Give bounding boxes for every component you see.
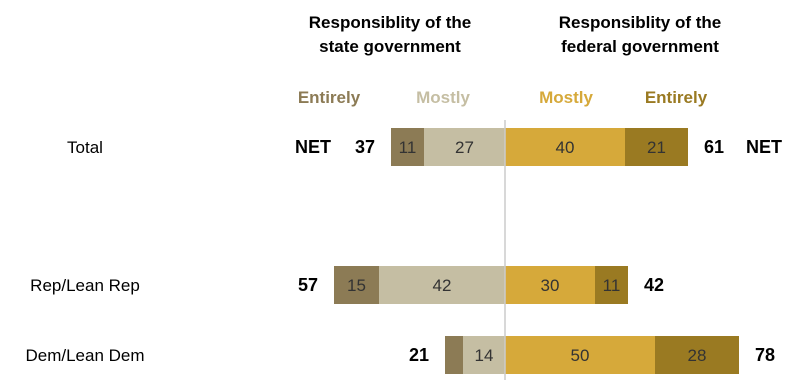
- label-federal-entirely-rep-lean-rep: 11: [603, 276, 621, 295]
- header-federal-line1: Responsiblity of the: [559, 13, 721, 32]
- bar-state-mostly-dem-lean-dem: [463, 336, 505, 374]
- legend-federal-entirely: Entirely: [645, 88, 708, 107]
- net-word-state: NET: [295, 137, 331, 157]
- label-federal-mostly-total: 40: [556, 138, 575, 157]
- bar-state-mostly-total: [424, 128, 505, 166]
- legend-state-mostly: Mostly: [416, 88, 470, 107]
- label-federal-entirely-dem-lean-dem: 28: [688, 346, 707, 365]
- net-federal-rep-lean-rep: 42: [644, 275, 664, 295]
- label-state-mostly-dem-lean-dem: 14: [475, 346, 494, 365]
- bar-federal-mostly-rep-lean-rep: [505, 266, 595, 304]
- bar-state-entirely-rep-lean-rep: [334, 266, 379, 304]
- net-state-dem-lean-dem: 21: [409, 345, 429, 365]
- net-state-rep-lean-rep: 57: [298, 275, 318, 295]
- bar-federal-entirely-total: [625, 128, 688, 166]
- legend-state-entirely: Entirely: [298, 88, 361, 107]
- header-state-line1: Responsiblity of the: [309, 13, 471, 32]
- label-federal-entirely-total: 21: [647, 138, 666, 157]
- bars-group: Total 11 27 40 21 37 61 NET NET Rep/Lean Rep 15 42 3…: [25, 128, 782, 374]
- header-federal-line2: federal government: [561, 37, 719, 56]
- label-state-entirely-rep-lean-rep: 15: [347, 276, 366, 295]
- net-federal-dem-lean-dem: 78: [755, 345, 775, 365]
- header-state-line2: state government: [319, 37, 461, 56]
- row-label-dem-lean-dem: Dem/Lean Dem: [25, 346, 144, 365]
- label-state-entirely-total: 11: [399, 138, 417, 157]
- bar-state-mostly-rep-lean-rep: [379, 266, 505, 304]
- label-federal-mostly-dem-lean-dem: 50: [571, 346, 590, 365]
- bar-state-entirely-total: [391, 128, 424, 166]
- label-federal-mostly-rep-lean-rep: 30: [541, 276, 560, 295]
- row-label-total: Total: [67, 138, 103, 157]
- net-federal-total: 61: [704, 137, 724, 157]
- row-label-rep-lean-rep: Rep/Lean Rep: [30, 276, 140, 295]
- net-state-total: 37: [355, 137, 375, 157]
- bar-federal-mostly-total: [505, 128, 625, 166]
- label-state-mostly-total: 27: [455, 138, 474, 157]
- bar-federal-entirely-dem-lean-dem: [655, 336, 739, 374]
- bar-federal-mostly-dem-lean-dem: [505, 336, 655, 374]
- bar-state-entirely-dem-lean-dem: [445, 336, 463, 374]
- legend-federal-mostly: Mostly: [539, 88, 593, 107]
- net-word-federal: NET: [746, 137, 782, 157]
- label-state-mostly-rep-lean-rep: 42: [433, 276, 452, 295]
- bar-federal-entirely-rep-lean-rep: [595, 266, 628, 304]
